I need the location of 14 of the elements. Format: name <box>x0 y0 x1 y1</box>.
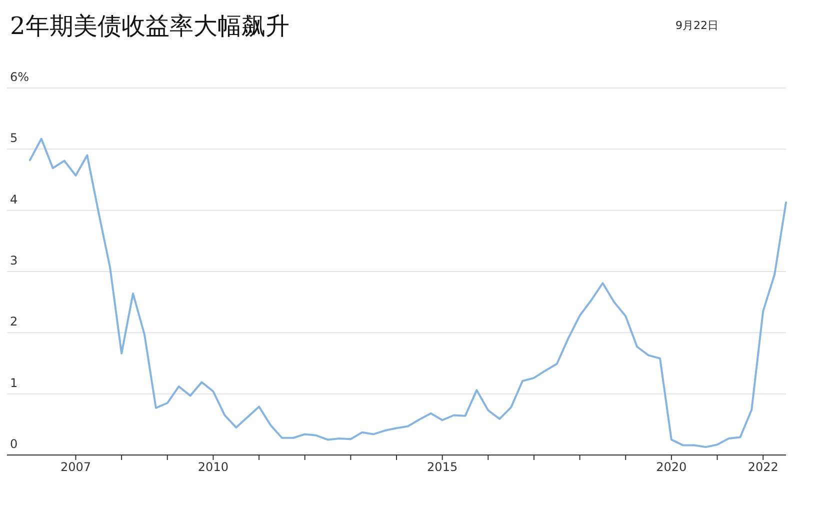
y-tick-label: 1 <box>10 376 18 390</box>
chart-title: 2年期美债收益率大幅飙升 <box>10 12 290 40</box>
y-tick-label: 6% <box>10 70 30 84</box>
x-tick-label: 2010 <box>198 460 228 474</box>
y-tick-label: 5 <box>10 131 18 146</box>
y-tick-label: 2 <box>10 314 18 329</box>
x-tick-label: 2007 <box>60 460 92 474</box>
y-tick-label: 4 <box>10 192 18 206</box>
text: 9月22日 <box>676 19 718 32</box>
y-tick-label: 0 <box>10 437 18 451</box>
x-tick-label: 2022 <box>748 460 778 474</box>
y-tick-label: 3 <box>10 254 18 268</box>
x-tick-label: 2015 <box>427 460 458 474</box>
x-tick-label: 2020 <box>656 460 687 474</box>
